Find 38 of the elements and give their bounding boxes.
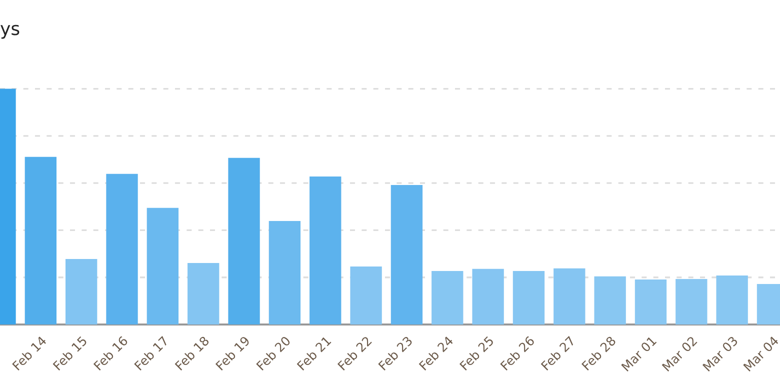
x-tick-label: Mar 02 bbox=[662, 336, 698, 372]
x-tick-label: Mar 03 bbox=[702, 336, 738, 372]
x-tick-label: Feb 20 bbox=[256, 336, 291, 371]
x-tick-label: Feb 24 bbox=[418, 335, 454, 371]
bar bbox=[390, 184, 423, 324]
bar bbox=[188, 262, 220, 324]
bar bbox=[146, 208, 179, 324]
x-tick-label: Feb 15 bbox=[52, 336, 88, 371]
x-tick-label: Feb 16 bbox=[93, 335, 128, 371]
bar bbox=[106, 174, 138, 324]
bar bbox=[268, 221, 301, 324]
x-tick-label: Feb 21 bbox=[296, 336, 332, 371]
chart-title: ys bbox=[0, 24, 20, 39]
bar bbox=[310, 176, 342, 324]
x-tick-label: Mar 04 bbox=[743, 336, 780, 372]
bar bbox=[716, 275, 748, 324]
bar bbox=[594, 276, 626, 324]
x-tick-label: Feb 19 bbox=[215, 336, 250, 371]
bar bbox=[66, 258, 98, 324]
x-tick-label: Feb 28 bbox=[581, 336, 616, 371]
x-tick-label: Feb 22 bbox=[337, 336, 372, 371]
x-tick-label: Mar 01 bbox=[621, 336, 657, 372]
x-tick-label: Feb 26 bbox=[500, 335, 536, 371]
x-tick-label: Feb 25 bbox=[459, 336, 494, 371]
bar bbox=[24, 156, 57, 324]
bar bbox=[228, 158, 260, 324]
x-tick-label: Feb 14 bbox=[12, 335, 48, 371]
bar bbox=[634, 279, 667, 324]
x-tick-label: Feb 23 bbox=[378, 336, 413, 371]
x-tick-label: Feb 18 bbox=[174, 336, 210, 371]
bar bbox=[554, 268, 586, 324]
bar bbox=[512, 270, 545, 324]
x-tick-label: Feb 17 bbox=[134, 336, 169, 371]
bar bbox=[472, 268, 504, 324]
bar bbox=[676, 279, 708, 324]
x-tick-label: Feb 27 bbox=[540, 336, 576, 371]
bar bbox=[350, 266, 382, 324]
bar bbox=[432, 270, 464, 324]
